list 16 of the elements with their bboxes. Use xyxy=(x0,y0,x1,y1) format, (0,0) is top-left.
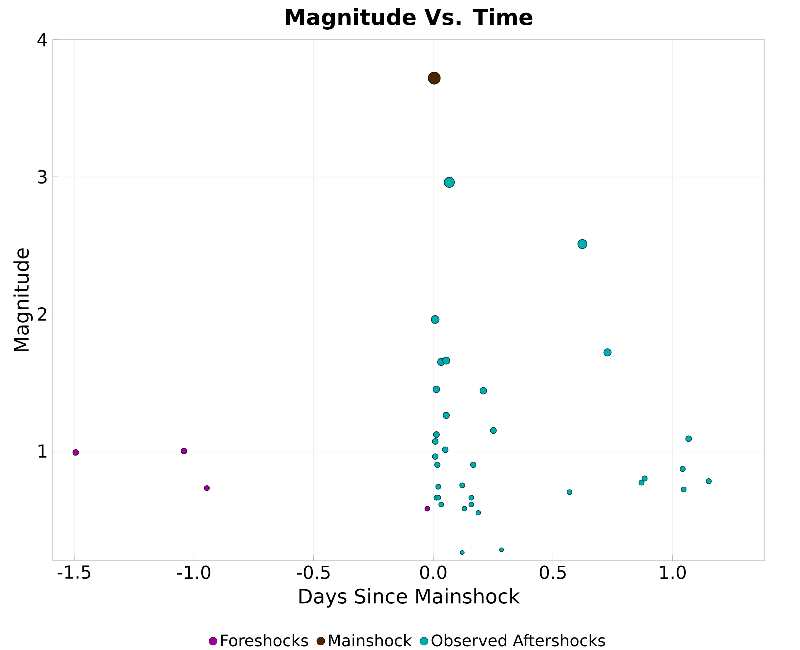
x-tick-label: 0.5 xyxy=(540,566,566,580)
x-tick-label: 0.0 xyxy=(420,566,447,580)
x-tick-label: -1.0 xyxy=(178,566,211,580)
y-tick-label: 2 xyxy=(38,308,46,321)
y-axis-title: Magnitude xyxy=(14,248,34,352)
x-axis-title: Days Since Mainshock xyxy=(300,588,520,608)
legend-label: Mainshock xyxy=(329,634,412,647)
y-tick-label: 3 xyxy=(38,170,47,184)
chart-title: Magnitude Vs. Time xyxy=(286,8,533,30)
x-tick-label: -0.5 xyxy=(297,566,330,580)
legend-label: Observed Aftershocks xyxy=(432,634,606,647)
x-tick-label: -1.5 xyxy=(58,566,91,580)
y-tick-label: 1 xyxy=(38,444,47,458)
x-tick-label: 1.0 xyxy=(660,566,686,580)
y-tick-label: 4 xyxy=(38,33,48,47)
legend-label: Foreshocks xyxy=(221,634,308,647)
